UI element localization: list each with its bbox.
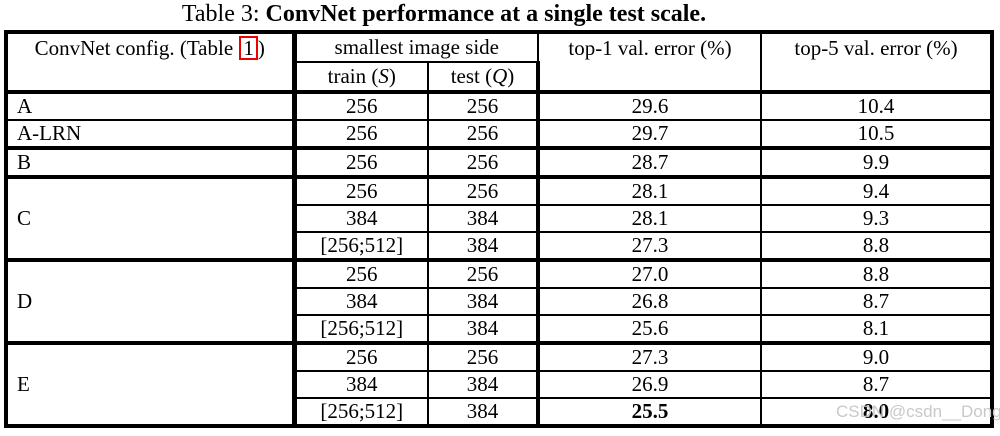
test-cell: 384 — [427, 287, 540, 316]
header-config-label-close: ) — [257, 36, 265, 60]
config-cell: A — [5, 90, 297, 121]
top1-cell-best: 25.5 — [537, 397, 762, 427]
top1-cell: 25.6 — [537, 314, 762, 344]
top5-cell: 10.4 — [760, 90, 993, 121]
caption-text: ConvNet performance at a single test sca… — [265, 1, 707, 27]
train-label: train ( — [327, 64, 379, 88]
test-cell: 256 — [427, 90, 540, 121]
table-row: A 256 256 29.6 10.4 — [5, 90, 993, 121]
top5-cell: 9.0 — [760, 341, 993, 372]
table-row: 384 384 28.1 9.3 — [6, 204, 993, 233]
test-cell: 256 — [427, 341, 540, 372]
top5-cell: 8.7 — [760, 287, 993, 316]
test-var-Q: Q — [492, 64, 508, 88]
table-row: A-LRN 256 256 29.7 10.5 — [5, 119, 993, 149]
train-cell: [256;512] — [293, 314, 429, 344]
header-top5-cell: top-5 val. error (%) — [760, 31, 993, 93]
train-cell: [256;512] — [293, 397, 429, 427]
top5-cell: 8.8 — [760, 258, 993, 289]
top5-cell: 10.5 — [760, 119, 993, 149]
top1-cell: 27.3 — [537, 231, 762, 261]
top5-cell: 8.7 — [760, 370, 993, 399]
table-row: [256;512] 384 25.5 8.0 — [6, 397, 993, 427]
test-cell: 384 — [427, 231, 540, 261]
table-row: [256;512] 384 27.3 8.8 — [6, 231, 993, 261]
top1-cell: 26.8 — [537, 287, 762, 316]
top1-cell: 27.0 — [537, 258, 762, 289]
test-cell: 384 — [427, 204, 540, 233]
table-row: E 256 256 27.3 9.0 — [5, 341, 993, 427]
top1-cell: 28.1 — [537, 204, 762, 233]
top5-cell: 9.9 — [760, 146, 993, 178]
csdn-watermark: CSDN @csdn__Dong — [836, 402, 1000, 421]
train-var-S: S — [378, 64, 389, 88]
top1-cell: 29.6 — [537, 90, 762, 121]
header-row-1: ConvNet config. (Table 1) smallest image… — [5, 31, 993, 93]
top5-cell-best: 8.0 — [760, 397, 993, 427]
top1-cell: 28.7 — [537, 146, 762, 178]
train-cell: 256 — [293, 146, 429, 178]
train-cell: 384 — [293, 370, 429, 399]
test-cell: 384 — [427, 370, 540, 399]
top1-cell: 26.9 — [537, 370, 762, 399]
table-caption: Table 3: ConvNet performance at a single… — [0, 0, 1000, 29]
test-cell: 256 — [427, 146, 540, 178]
config-cell: D — [5, 258, 297, 344]
train-cell: 256 — [293, 341, 429, 372]
test-cell: 256 — [427, 258, 540, 289]
train-cell: 256 — [293, 175, 429, 206]
table-row: B 256 256 28.7 9.9 — [5, 146, 993, 178]
table-row: 384 384 26.9 8.7 — [6, 370, 993, 399]
train-cell: 256 — [293, 119, 429, 149]
top5-cell: 8.8 — [760, 231, 993, 261]
test-cell: 384 — [427, 314, 540, 344]
config-cell: C — [5, 175, 297, 261]
top1-cell: 28.1 — [537, 175, 762, 206]
header-row-2: train (S) test (Q) — [6, 61, 992, 93]
header-test-cell: test (Q) — [427, 61, 540, 93]
top1-cell: 29.7 — [537, 119, 762, 149]
config-cell: B — [5, 146, 297, 178]
train-cell: 384 — [293, 204, 429, 233]
train-label-close: ) — [388, 64, 396, 88]
caption-prefix: Table 3: — [181, 1, 266, 27]
top5-cell: 8.1 — [760, 314, 993, 344]
top5-cell: 9.3 — [760, 204, 993, 233]
top1-cell: 27.3 — [537, 341, 762, 372]
header-config-cell: ConvNet config. (Table 1) — [5, 31, 297, 93]
header-config-label: ConvNet config. (Table — [34, 36, 239, 60]
top5-cell: 9.4 — [760, 175, 993, 206]
table-1-link[interactable]: 1 — [239, 36, 258, 60]
header-train-cell: train (S) — [293, 61, 429, 93]
header-image-side-cell: smallest image side — [293, 31, 539, 63]
config-cell: A-LRN — [5, 119, 297, 149]
train-cell: 384 — [293, 287, 429, 316]
test-label: test ( — [450, 64, 493, 88]
train-cell: 256 — [293, 90, 429, 121]
header-top1-cell: top-1 val. error (%) — [537, 31, 762, 93]
config-cell: E — [5, 341, 297, 427]
train-cell: 256 — [293, 258, 429, 289]
test-label-close: ) — [507, 64, 515, 88]
test-cell: 256 — [427, 119, 540, 149]
train-cell: [256;512] — [293, 231, 429, 261]
table-row: C 256 256 28.1 9.4 — [5, 175, 993, 261]
table-row: D 256 256 27.0 8.8 — [5, 258, 993, 344]
results-table: ConvNet config. (Table 1) smallest image… — [4, 30, 994, 428]
table-row: [256;512] 384 25.6 8.1 — [6, 314, 993, 344]
test-cell: 384 — [427, 397, 540, 427]
test-cell: 256 — [427, 175, 540, 206]
table-row: 384 384 26.8 8.7 — [6, 287, 993, 316]
